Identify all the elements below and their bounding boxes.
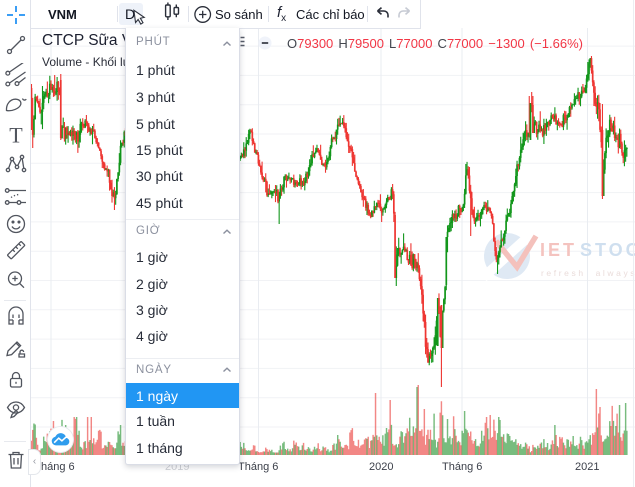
svg-text:IET: IET [540, 240, 577, 260]
svg-text:STOCK: STOCK [580, 240, 635, 260]
svg-text:T: T [9, 123, 23, 147]
svg-text:refresh always: refresh always [541, 268, 635, 278]
